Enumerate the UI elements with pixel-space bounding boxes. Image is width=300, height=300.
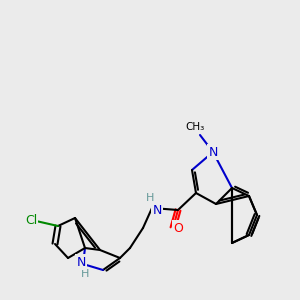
Text: Cl: Cl (25, 214, 37, 227)
Text: H: H (81, 269, 89, 279)
Text: N: N (208, 146, 218, 158)
Text: N: N (152, 203, 162, 217)
Text: CH₃: CH₃ (185, 122, 205, 132)
Text: O: O (173, 221, 183, 235)
Text: H: H (146, 193, 154, 203)
Text: N: N (76, 256, 86, 268)
